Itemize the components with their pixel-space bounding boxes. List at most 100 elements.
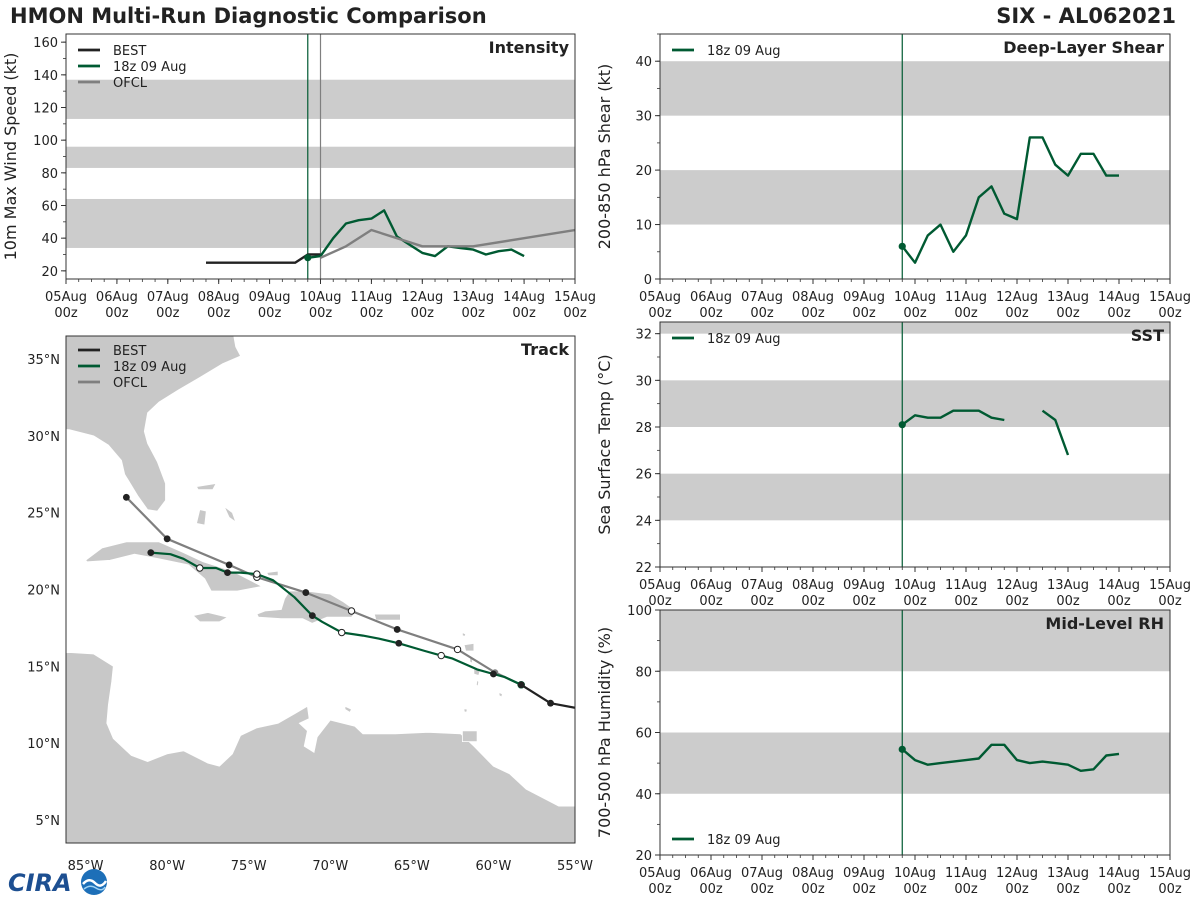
xtick-label-line: 00z [852,594,876,609]
ytick-label: 100 [33,134,58,149]
xtick-label: 13Aug 00z [1047,866,1089,897]
xtick-label: 06Aug 00z [96,290,138,321]
xtick-label-line: 00z [699,306,723,321]
xtick-label: 15Aug 00z [1149,290,1191,321]
panel-track: 5°N10°N15°N20°N25°N30°N35°N85°W 80°W 75°W 7… [27,335,593,874]
legend-label-best: BEST [113,344,146,359]
xtick-label: 06Aug 00z [690,866,732,897]
panel-title-sst: SST [1131,326,1164,345]
xtick-label-line: 11Aug [945,866,987,881]
xtick-label-line: 05Aug [639,290,681,305]
xtick-label-line: 00z [411,306,435,321]
ytick-label: 80 [635,665,652,680]
xtick-label-line: 13Aug [1047,290,1089,305]
xtick-label: 08Aug 00z [792,578,834,609]
xtick-label-line: 00z [648,306,672,321]
land-jamaica [192,612,229,623]
xtick-label-line: 00z [903,306,927,321]
ytick-label: 80 [41,167,58,182]
xtick-label: 13Aug 00z [452,290,494,321]
xtick-label-line: 00z [207,306,231,321]
land-st-lucia [475,679,480,688]
legend-label-run: 18z 09 Aug [707,833,781,848]
land-bahamas-5 [266,570,279,577]
xtick-label: 07Aug 00z [147,290,189,321]
legend-label-run: 18z 09 Aug [707,332,781,347]
xtick-label-line: 05Aug [639,866,681,881]
xtick-label: 12Aug 00z [996,578,1038,609]
xtick-label-line: 13Aug [452,290,494,305]
xtick-label: 09Aug 00z [843,578,885,609]
band-rh-0 [660,732,1170,794]
xtick-label-line: 14Aug [1098,290,1140,305]
ytick-label: 60 [635,727,652,742]
xtick-label: 07Aug 00z [741,866,783,897]
land-antigua [462,631,467,637]
start-marker-sst [898,421,906,429]
xtick-label-line: 00z [1056,594,1080,609]
xtick-label-line: 10Aug [894,290,936,305]
xtick-label-line: 08Aug [792,578,834,593]
xtick-label: 09Aug 00z [843,290,885,321]
page-title: HMON Multi-Run Diagnostic Comparison [10,4,487,28]
xtick-label-line: 07Aug [741,866,783,881]
track-xtick-label: 80°W [149,859,185,874]
track-point-ofcl [163,535,171,543]
xtick-label-line: 15Aug [1149,866,1191,881]
xtick-label-line: 00z [1005,594,1029,609]
xtick-label-line: 00z [1005,882,1029,897]
land-grenada [463,708,468,713]
start-marker-shear [898,242,906,250]
cira-logo: CIRA [8,869,108,896]
plot-area-intensity [66,34,575,279]
ytick-label: 28 [635,421,652,436]
xtick-label-line: 06Aug [690,578,732,593]
ytick-label: 100 [627,604,652,619]
land-guadeloupe [463,642,475,652]
xtick-label-line: 00z [156,306,180,321]
panel-title-intensity: Intensity [489,38,570,57]
plot-area-rh [660,610,1170,855]
xtick-label-line: 00z [1056,306,1080,321]
ytick-label: 40 [635,55,652,70]
xtick-label-line: 05Aug [639,578,681,593]
xtick-label-line: 00z [648,594,672,609]
land-bahamas-1 [195,482,217,490]
track-point-ofcl [302,589,310,596]
xtick-label: 15Aug 00z [554,290,596,321]
legend-label-ofcl: OFCL [113,376,148,391]
xtick-label: 14Aug 00z [1098,866,1140,897]
ytick-label: 24 [635,514,652,529]
xtick-label-line: 12Aug [996,290,1038,305]
ylabel-rh: 700-500 hPa Humidity (%) [595,627,614,838]
land-bahamas-4 [238,533,251,546]
xtick-label: 05Aug 00z [639,290,681,321]
xtick-label-line: 11Aug [945,578,987,593]
ytick-label: 60 [41,200,58,215]
track-point-run [490,670,497,678]
track-xtick-label: 60°W [475,859,511,874]
xtick-label: 10Aug 00z [300,290,342,321]
panel-title-track: Track [521,340,569,359]
xtick-label: 11Aug 00z [945,578,987,609]
land-barbados [498,691,503,698]
ytick-label: 30 [635,110,652,125]
logo-wave-icon [82,879,108,887]
xtick-label: 11Aug 00z [945,866,987,897]
frame-track [65,335,576,844]
xtick-label-line: 00z [1005,306,1029,321]
ytick-label: 20 [635,849,652,864]
track-point-run [224,569,231,576]
legend-label-best: BEST [113,44,146,59]
ytick-label: 120 [33,102,58,117]
xtick-label: 14Aug 00z [1098,290,1140,321]
xtick-label-line: 00z [954,306,978,321]
xtick-label: 12Aug 00z [401,290,443,321]
xtick-label-line: 08Aug [792,290,834,305]
ytick-label: 22 [635,561,652,576]
xtick-label-line: 00z [750,306,774,321]
xtick-label: 07Aug 00z [741,578,783,609]
xtick-label-line: 15Aug [1149,578,1191,593]
